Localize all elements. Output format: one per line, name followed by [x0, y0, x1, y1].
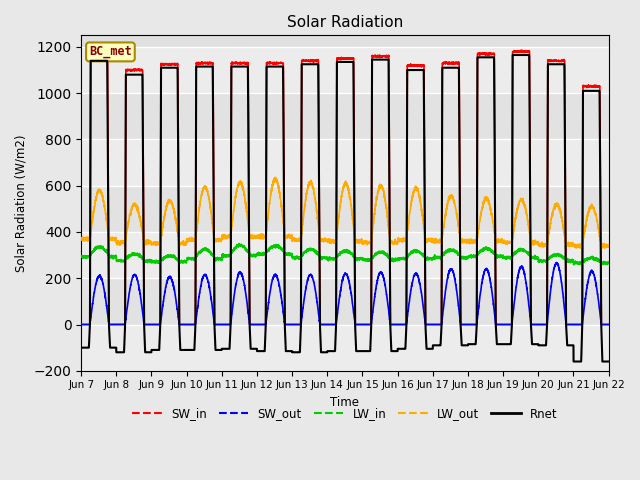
- SW_in: [77, 322, 85, 327]
- Rnet: [604, 359, 612, 364]
- Title: Solar Radiation: Solar Radiation: [287, 15, 403, 30]
- LW_out: [172, 217, 180, 223]
- Line: SW_out: SW_out: [81, 263, 609, 324]
- LW_in: [434, 255, 442, 261]
- LW_out: [605, 243, 612, 249]
- LW_out: [463, 239, 471, 244]
- SW_out: [552, 260, 560, 265]
- SW_out: [172, 297, 180, 302]
- SW_out: [493, 322, 500, 327]
- Line: SW_in: SW_in: [81, 50, 609, 324]
- Line: LW_out: LW_out: [81, 177, 609, 248]
- Y-axis label: Solar Radiation (W/m2): Solar Radiation (W/m2): [15, 134, 28, 272]
- SW_out: [325, 322, 333, 327]
- SW_in: [434, 322, 442, 327]
- LW_in: [235, 241, 243, 247]
- Bar: [81, 93, 609, 139]
- SW_out: [77, 322, 85, 327]
- LW_out: [325, 236, 333, 241]
- LW_out: [271, 174, 279, 180]
- LW_in: [325, 255, 333, 261]
- LW_out: [493, 237, 500, 242]
- LW_out: [601, 245, 609, 251]
- Bar: [81, 232, 609, 278]
- LW_in: [463, 254, 471, 260]
- Bar: [81, 278, 609, 324]
- Bar: [81, 324, 609, 371]
- LW_in: [172, 256, 180, 262]
- SW_out: [434, 322, 442, 327]
- SW_in: [604, 322, 612, 327]
- LW_in: [77, 253, 85, 259]
- Rnet: [172, 65, 180, 71]
- LW_in: [605, 260, 612, 266]
- Rnet: [493, 340, 500, 346]
- Line: Rnet: Rnet: [81, 55, 609, 361]
- LW_out: [434, 238, 442, 243]
- Bar: [81, 139, 609, 186]
- Bar: [81, 47, 609, 93]
- Rnet: [605, 359, 612, 364]
- SW_out: [463, 322, 470, 327]
- LW_in: [570, 262, 577, 268]
- Text: BC_met: BC_met: [89, 46, 132, 59]
- LW_out: [604, 244, 612, 250]
- X-axis label: Time: Time: [330, 396, 360, 409]
- SW_in: [325, 322, 333, 327]
- LW_in: [493, 253, 500, 259]
- SW_in: [605, 322, 612, 327]
- LW_out: [77, 236, 85, 242]
- SW_in: [493, 322, 500, 327]
- Bar: [81, 186, 609, 232]
- Rnet: [463, 342, 470, 348]
- Rnet: [77, 345, 85, 350]
- Rnet: [434, 342, 442, 348]
- SW_out: [604, 322, 612, 327]
- Legend: SW_in, SW_out, LW_in, LW_out, Rnet: SW_in, SW_out, LW_in, LW_out, Rnet: [127, 403, 563, 425]
- LW_in: [604, 259, 612, 265]
- Rnet: [325, 348, 333, 354]
- SW_in: [463, 322, 470, 327]
- Rnet: [509, 52, 516, 58]
- SW_in: [172, 60, 180, 66]
- Rnet: [570, 359, 577, 364]
- SW_out: [605, 322, 612, 327]
- SW_in: [518, 48, 525, 53]
- Line: LW_in: LW_in: [81, 244, 609, 265]
